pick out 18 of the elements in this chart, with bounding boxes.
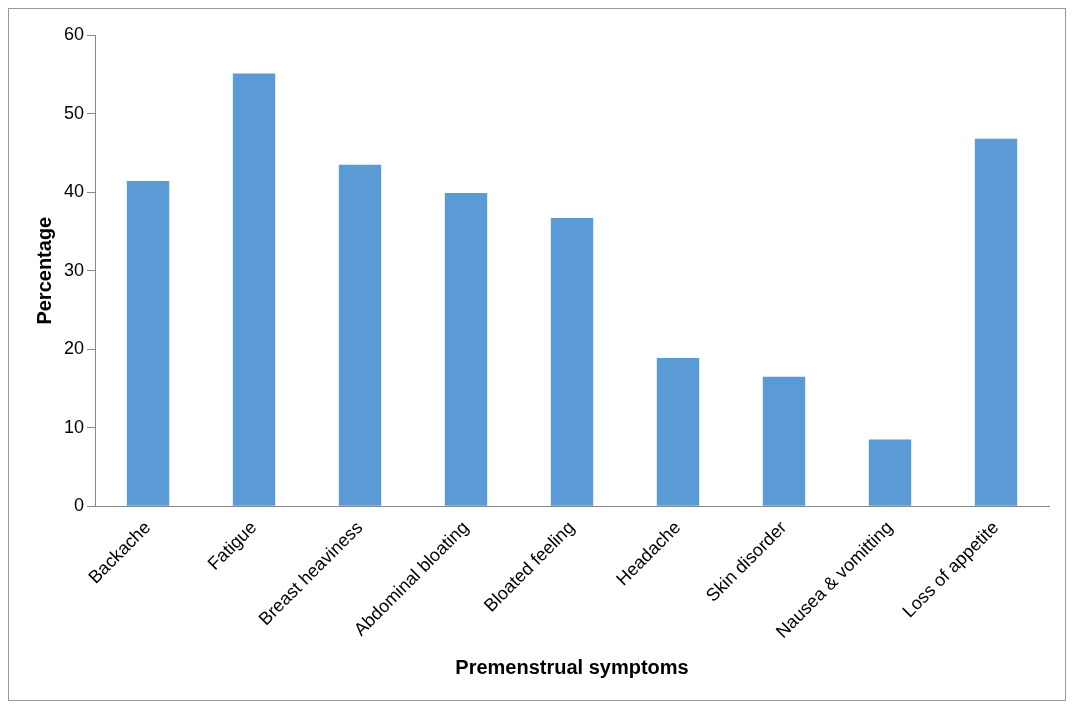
bar [762,376,806,506]
bar [550,218,594,506]
y-tick-label: 60 [63,23,85,44]
y-axis-title: Percentage [32,216,55,325]
y-tick-label: 40 [63,181,85,202]
bar [868,439,912,506]
y-tick-label: 0 [74,495,85,516]
bar [232,73,276,506]
y-tick-label: 20 [63,338,85,359]
bar [126,181,170,506]
y-tick-label: 50 [63,102,85,123]
bar [338,164,382,506]
y-tick-label: 30 [63,259,85,280]
bar [974,138,1018,506]
y-tick-label: 10 [63,416,85,437]
x-axis-title: Premenstrual symptoms [455,655,689,678]
bar [656,357,700,506]
bar [444,192,488,506]
